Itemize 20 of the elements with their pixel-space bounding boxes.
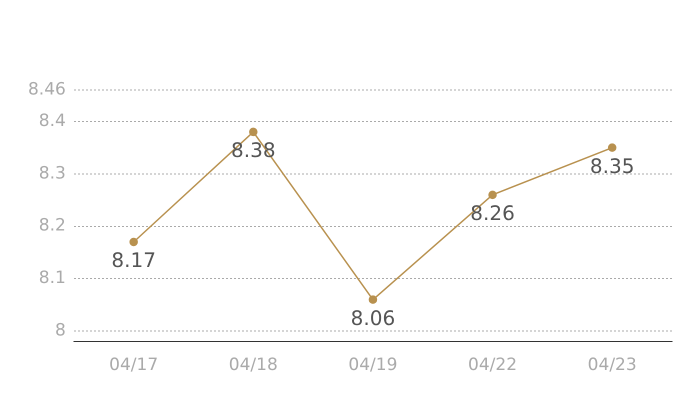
x-tick-label: 04/18 <box>228 355 278 376</box>
x-tick-label: 04/23 <box>588 355 637 376</box>
data-label: 8.35 <box>590 154 634 178</box>
y-tick-label: 8.46 <box>28 79 66 100</box>
point <box>129 238 138 246</box>
x-tick-label: 04/22 <box>468 355 518 376</box>
point <box>608 143 616 152</box>
point <box>249 128 258 136</box>
x-tick-label: 04/17 <box>109 355 158 376</box>
y-tick-label: 8.2 <box>38 216 66 236</box>
data-label: 8.17 <box>111 248 156 272</box>
y-tick-label: 8.4 <box>38 110 66 131</box>
point <box>368 295 378 304</box>
y-tick-label: 8 <box>55 320 66 341</box>
data-label: 8.06 <box>350 306 396 330</box>
y-tick-label: 8.1 <box>38 268 66 288</box>
x-tick-label: 04/19 <box>348 355 398 376</box>
y-tick-label: 8.3 <box>38 163 66 184</box>
point <box>488 190 497 200</box>
data-label: 8.26 <box>470 201 515 226</box>
